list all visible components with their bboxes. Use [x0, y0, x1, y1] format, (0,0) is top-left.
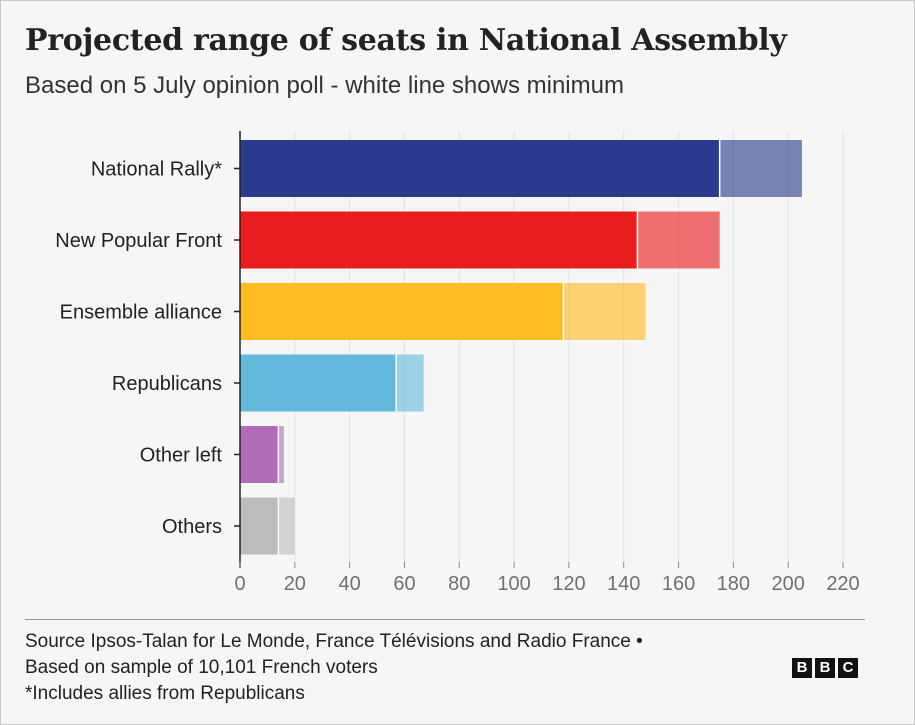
bar-minimum: [240, 283, 564, 340]
bar-minimum: [240, 140, 720, 197]
bbc-logo-letter: B: [815, 658, 835, 678]
category-label: National Rally*: [91, 159, 222, 181]
bar-minimum: [240, 426, 279, 483]
category-label: Other left: [140, 445, 223, 467]
x-tick-label: 180: [717, 573, 750, 595]
x-tick-label: 140: [607, 573, 640, 595]
x-tick-label: 220: [826, 573, 859, 595]
chart-title: Projected range of seats in National Ass…: [25, 23, 787, 58]
category-label: Others: [162, 516, 222, 538]
x-tick-label: 20: [284, 573, 306, 595]
chart-footer: Source Ipsos-Talan for Le Monde, France …: [25, 629, 643, 707]
category-label: Ensemble alliance: [60, 302, 222, 324]
bar-minimum: [240, 211, 638, 269]
footer-source-line: Source Ipsos-Talan for Le Monde, France …: [25, 631, 643, 652]
footer-sample-line: Based on sample of 10,101 French voters: [25, 657, 378, 678]
chart-subtitle: Based on 5 July opinion poll - white lin…: [25, 72, 624, 99]
category-label: Republicans: [112, 373, 222, 395]
x-tick-label: 120: [552, 573, 585, 595]
bar-chart: National Rally* New Popular Front Ensemble…: [55, 131, 860, 595]
footer-note-line: *Includes allies from Republicans: [25, 683, 305, 704]
x-tick-label: 80: [448, 573, 470, 595]
bar-minimum: [240, 497, 279, 555]
category-label: New Popular Front: [55, 230, 222, 252]
bar-minimum: [240, 354, 397, 412]
x-tick-label: 0: [234, 573, 245, 595]
bbc-logo-letter: C: [838, 658, 858, 678]
x-tick-label: 40: [339, 573, 361, 595]
bbc-logo: B B C: [792, 658, 858, 678]
x-tick-label: 200: [771, 573, 804, 595]
x-tick-label: 100: [497, 573, 530, 595]
x-tick-label: 160: [662, 573, 695, 595]
source-divider: [25, 619, 865, 620]
bbc-logo-letter: B: [792, 658, 812, 678]
x-tick-label: 60: [393, 573, 415, 595]
